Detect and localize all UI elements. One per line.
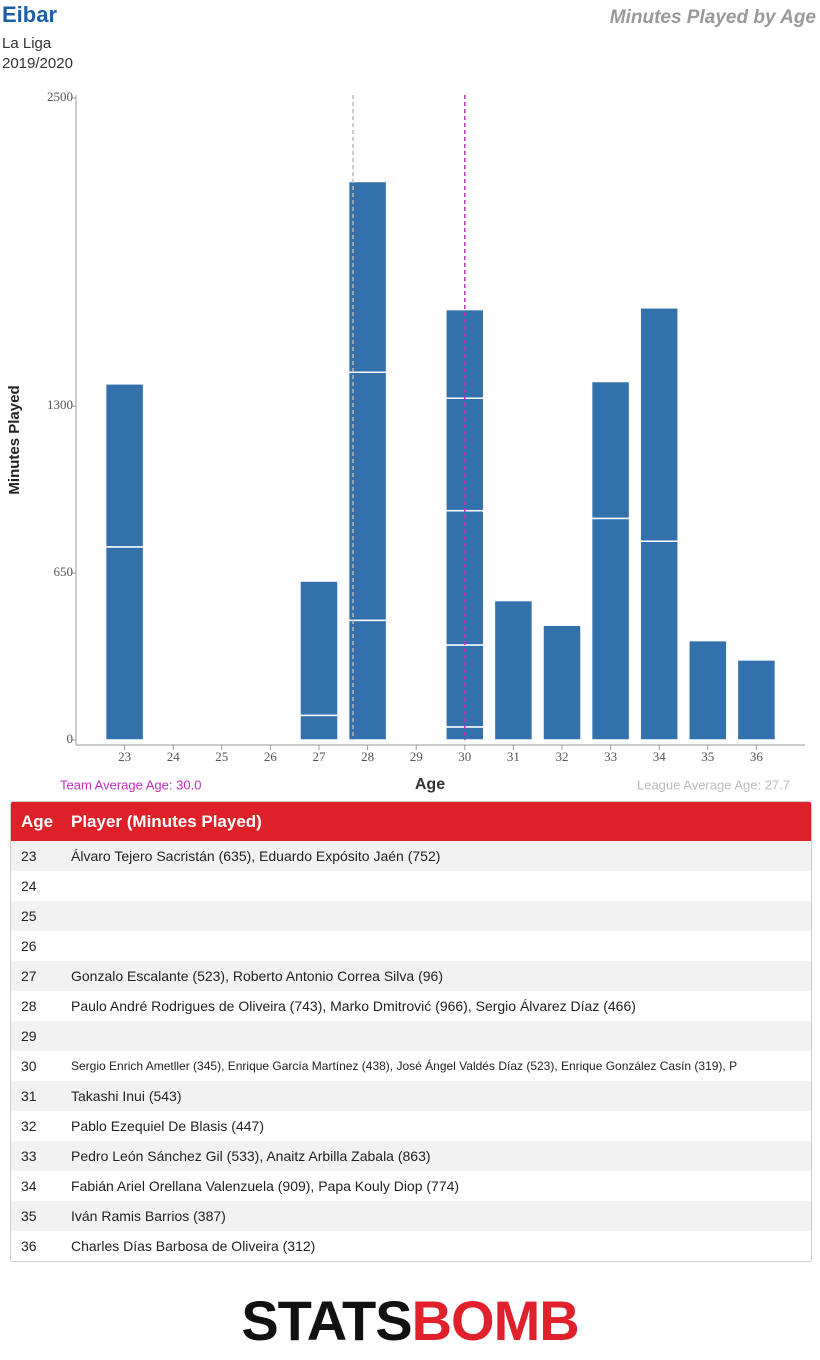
table-row: 23 Álvaro Tejero Sacristán (635), Eduardo… (11, 841, 811, 871)
age-cell: 27 (21, 968, 37, 984)
table-row: 26 (11, 931, 811, 961)
table-row: 27 Gonzalo Escalante (523), Roberto Anton… (11, 961, 811, 991)
x-tick-label: 29 (410, 749, 423, 764)
age-cell: 31 (21, 1088, 37, 1104)
x-tick-label: 31 (507, 749, 520, 764)
players-cell: Fabián Ariel Orellana Valenzuela (909), … (71, 1178, 460, 1194)
age-cell: 28 (21, 998, 37, 1014)
bar-segment (542, 624, 582, 741)
bar-segment (493, 599, 534, 741)
bar-segment (688, 639, 728, 741)
y-tick-label: 0 (67, 731, 74, 746)
reference-label: Team Average Age: 30.0 (60, 777, 201, 792)
competition: La Liga (2, 35, 52, 52)
y-axis-label: Minutes Played (6, 385, 23, 494)
table-row: 32 Pablo Ezequiel De Blasis (447) (11, 1111, 811, 1141)
table-row: 29 (11, 1021, 811, 1051)
table-row: 33 Pedro León Sánchez Gil (533), Anaitz A… (11, 1141, 811, 1171)
players-cell: Pablo Ezequiel De Blasis (447) (71, 1118, 264, 1134)
bar-segment (590, 517, 631, 741)
y-tick-label: 650 (54, 564, 74, 579)
x-tick-label: 33 (604, 749, 617, 764)
age-cell: 23 (21, 848, 37, 864)
header-cell: Age (21, 811, 54, 831)
chart: Eibar La Liga 2019/2020 Minutes Played b… (2, 2, 817, 793)
x-tick-label: 25 (215, 749, 228, 764)
table-row: 28 Paulo André Rodrigues de Oliveira (743… (11, 991, 811, 1021)
y-tick-label: 1300 (47, 397, 73, 412)
logo-text: BOMB (411, 1289, 580, 1352)
bar-segment (299, 580, 339, 717)
x-axis-label: Age (415, 776, 445, 793)
players-cell: Pedro León Sánchez Gil (533), Anaitz Arb… (71, 1148, 431, 1164)
bar-segment (590, 380, 631, 520)
logo-text: STATS (241, 1289, 412, 1352)
x-tick-label: 36 (750, 749, 764, 764)
x-tick-label: 35 (701, 749, 714, 764)
age-cell: 30 (21, 1058, 37, 1074)
age-cell: 25 (21, 908, 37, 924)
bar-segment (347, 619, 388, 741)
bar-segment (299, 714, 339, 741)
season: 2019/2020 (2, 55, 73, 72)
bar-segment (639, 540, 679, 741)
players-cell: Gonzalo Escalante (523), Roberto Antonio… (71, 968, 443, 984)
x-tick-label: 27 (313, 749, 327, 764)
table-row: 36 Charles Días Barbosa de Oliveira (312) (11, 1231, 811, 1261)
header-cell: Player (Minutes Played) (71, 811, 262, 831)
table-row: 25 (11, 901, 811, 931)
players-cell: Takashi Inui (543) (71, 1088, 182, 1104)
team-name: Eibar (2, 2, 57, 27)
age-cell: 26 (21, 938, 37, 954)
table-body: 23 Álvaro Tejero Sacristán (635), Eduardo… (11, 841, 811, 1261)
x-tick-label: 30 (458, 749, 471, 764)
table-row: 35 Iván Ramis Barrios (387) (11, 1201, 811, 1231)
logo: STATSBOMB (0, 1288, 820, 1353)
table-header: Age Player (Minutes Played) (11, 802, 811, 841)
bar-segment (104, 546, 145, 741)
age-cell: 29 (21, 1028, 37, 1044)
x-tick-label: 24 (167, 749, 181, 764)
age-cell: 34 (21, 1178, 37, 1194)
age-cell: 32 (21, 1118, 37, 1134)
table: Age Player (Minutes Played) 23 Álvaro Tejer… (10, 801, 812, 1262)
bar-segment (639, 307, 679, 542)
age-cell: 36 (21, 1238, 37, 1254)
table-row: 34 Fabián Ariel Orellana Valenzuela (909)… (11, 1171, 811, 1201)
bar-segment (736, 659, 777, 741)
players-cell: Paulo André Rodrigues de Oliveira (743),… (71, 998, 636, 1014)
age-cell: 35 (21, 1208, 37, 1224)
reference-label: League Average Age: 27.7 (637, 777, 790, 792)
x-tick-label: 28 (361, 749, 374, 764)
x-tick-label: 23 (118, 749, 131, 764)
bar-segment (347, 180, 388, 374)
age-cell: 24 (21, 878, 37, 894)
bar-segment (104, 383, 145, 548)
table-row: 31 Takashi Inui (543) (11, 1081, 811, 1111)
bar-segment (347, 371, 388, 622)
players-cell: Sergio Enrich Ametller (345), Enrique Ga… (71, 1059, 738, 1073)
players-cell: Charles Días Barbosa de Oliveira (312) (71, 1238, 316, 1254)
chart-title: Minutes Played by Age (610, 7, 817, 28)
x-tick-label: 34 (653, 749, 667, 764)
table-row: 24 (11, 871, 811, 901)
x-tick-label: 32 (556, 749, 569, 764)
x-tick-label: 26 (264, 749, 278, 764)
table-row: 30 Sergio Enrich Ametller (345), Enrique … (11, 1051, 811, 1081)
players-cell: Álvaro Tejero Sacristán (635), Eduardo E… (71, 848, 441, 864)
players-cell: Iván Ramis Barrios (387) (71, 1208, 226, 1224)
y-tick-label: 2500 (47, 89, 73, 104)
age-cell: 33 (21, 1148, 37, 1164)
